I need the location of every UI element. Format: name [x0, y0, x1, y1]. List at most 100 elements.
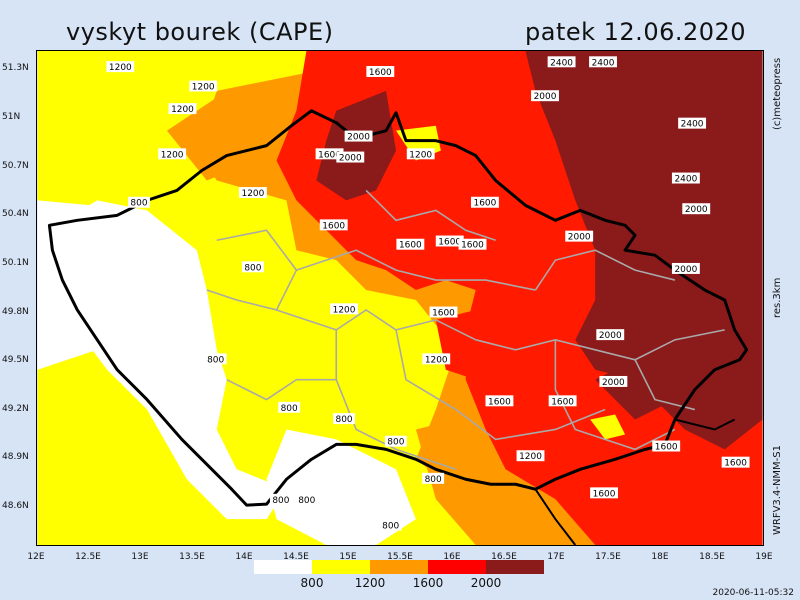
contour-label-text: 800: [272, 496, 289, 506]
contour-label-text: 1600: [318, 150, 341, 160]
contour-label-text: 1200: [161, 150, 184, 160]
lat-tick-label: 51N: [2, 112, 21, 123]
model-label: WRFV3.4-NMM-S1: [772, 445, 783, 535]
contour-label: 1600: [590, 487, 618, 499]
contour-label: 2000: [531, 90, 559, 102]
contour-label-text: 800: [382, 522, 399, 532]
contour-label-text: 800: [244, 263, 261, 273]
contour-label-text: 1600: [438, 237, 461, 247]
lat-tick-label: 48.9N: [2, 452, 29, 463]
contour-label-text: 1600: [655, 443, 678, 453]
contour-label: 1600: [485, 395, 514, 407]
legend-swatch: [370, 560, 428, 574]
lat-tick-label: 50.4N: [2, 209, 29, 220]
legend-tick-label: 1200: [354, 576, 386, 590]
contour-label: 1600: [458, 238, 487, 251]
contour-label: 800: [295, 493, 318, 506]
contour-label-text: 1600: [461, 241, 484, 251]
contour-label: 1600: [548, 395, 577, 407]
contour-label-text: 2400: [674, 175, 697, 185]
legend-tick-label: 800: [300, 576, 324, 590]
lat-tick-label: 50.1N: [2, 257, 29, 268]
contour-label-text: 800: [425, 475, 442, 485]
title: vyskyt bourek (CAPE): [66, 18, 334, 46]
lon-tick-label: 16.5E: [491, 552, 517, 562]
contour-label-text: 2400: [681, 120, 704, 130]
contour-label-text: 1200: [409, 150, 432, 160]
contour-label: 1600: [319, 219, 348, 231]
contour-label-text: 1600: [369, 68, 392, 78]
lon-tick-label: 13E: [131, 552, 149, 562]
contour-label-text: 1200: [109, 63, 132, 73]
contour-label: 2400: [678, 117, 707, 130]
resolution-label: res.3km: [772, 277, 783, 318]
contour-label-text: 2000: [568, 233, 591, 243]
contour-label: 1600: [435, 235, 464, 247]
contour-label: 2000: [344, 130, 373, 143]
contour-label-text: 1600: [322, 221, 345, 231]
contour-label: 800: [269, 493, 292, 506]
contour-label-text: 2000: [602, 378, 625, 388]
contour-label-text: 2400: [592, 58, 615, 68]
contour-label-text: 1600: [474, 199, 497, 209]
contour-label-text: 1200: [333, 305, 356, 315]
region-above-2000: [525, 51, 763, 450]
contour-label-text: 1200: [192, 83, 215, 93]
contour-label-text: 1600: [488, 397, 511, 407]
contour-label-text: 800: [387, 438, 404, 448]
contour-label: 2000: [596, 329, 625, 341]
lon-tick-label: 13.5E: [179, 552, 205, 562]
contour-label: 1600: [396, 238, 425, 251]
lat-tick-label: 48.6N: [2, 501, 29, 512]
legend-swatch: [428, 560, 486, 574]
lat-tick-label: 50.7N: [2, 160, 29, 171]
contour-label-text: 2000: [685, 205, 708, 215]
contour-label: 800: [241, 261, 264, 273]
contour-label-text: 2000: [339, 154, 362, 164]
lon-tick-label: 12E: [27, 552, 45, 562]
lon-tick-label: 14E: [235, 552, 253, 562]
contour-label-text: 2000: [347, 133, 370, 143]
contour-label-text: 1600: [432, 309, 455, 319]
lat-tick-label: 49.5N: [2, 355, 29, 366]
lon-tick-label: 17.5E: [595, 552, 621, 562]
contour-label: 1200: [422, 353, 451, 365]
contour-label-text: 2000: [674, 265, 697, 275]
region-above-2000-b: [316, 90, 397, 201]
contour-label: 1200: [406, 148, 435, 160]
contour-label: 1200: [106, 61, 135, 73]
contour-label: 2400: [589, 56, 617, 68]
region-below-800-west: [47, 200, 287, 520]
lon-tick-label: 18.5E: [699, 552, 725, 562]
lon-tick-label: 16E: [443, 552, 461, 562]
contour-label-text: 800: [207, 355, 224, 365]
contour-label-text: 800: [336, 415, 353, 425]
region-above-2000-c: [595, 349, 675, 420]
contour-label: 1600: [652, 440, 681, 453]
lon-tick-label: 17E: [547, 552, 565, 562]
contour-label: 1200: [168, 103, 197, 115]
contour-label: 800: [379, 519, 402, 532]
legend-tick-label: 2000: [470, 576, 502, 590]
copyright-label: (c)meteopress: [772, 57, 783, 130]
region-800-1200-patch: [590, 414, 626, 440]
legend-swatch: [486, 560, 544, 574]
contour-label: 1600: [429, 306, 458, 319]
contour-label-text: 800: [298, 496, 315, 506]
contour-label-text: 800: [130, 199, 147, 209]
contour-label: 2000: [336, 151, 365, 164]
neighbor-border-2: [674, 418, 736, 431]
lon-tick-label: 14.5E: [283, 552, 309, 562]
lon-tick-label: 15.5E: [387, 552, 413, 562]
lon-tick-label: 19E: [755, 552, 773, 562]
contour-label: 2000: [671, 262, 700, 275]
contour-label-text: 1200: [425, 355, 448, 365]
date-label: patek 12.06.2020: [525, 18, 747, 46]
contour-label: 1200: [516, 450, 545, 462]
contour-label-text: 2000: [599, 331, 622, 341]
contour-label: 2000: [682, 203, 711, 215]
contour-label: 800: [333, 413, 356, 425]
contour-label: 2000: [565, 230, 594, 243]
